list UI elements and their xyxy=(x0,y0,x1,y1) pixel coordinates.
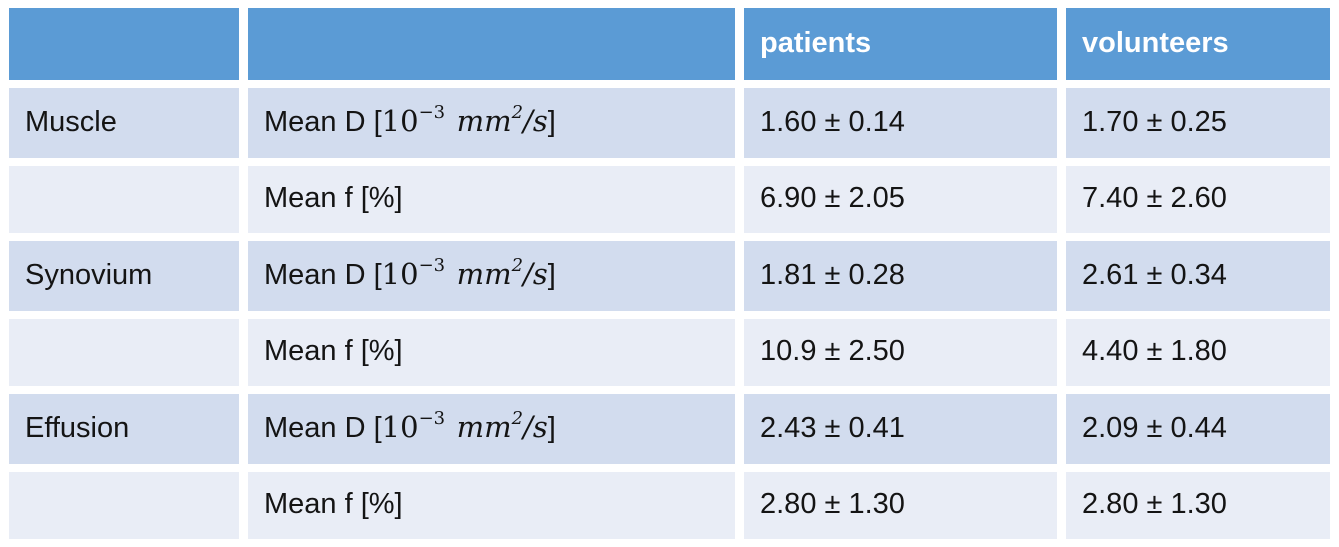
metric-prefix: Mean D [ xyxy=(264,412,382,445)
patients-value-cell: 2.80 ± 1.30 xyxy=(744,471,1057,539)
patients-value-cell: 10.9 ± 2.50 xyxy=(744,318,1057,386)
power-exponent: −3 xyxy=(418,407,446,429)
patients-value-cell: 1.81 ± 0.28 xyxy=(744,240,1057,311)
metric-label: Mean f [%] xyxy=(264,488,403,521)
table-row-effusion-f: Mean f [%] 2.80 ± 1.30 2.80 ± 1.30 xyxy=(9,471,1330,539)
table-row-muscle-d: Muscle Mean D [10−3 mm2/s] 1.60 ± 0.14 1.… xyxy=(9,88,1330,158)
patients-value-cell: 2.43 ± 0.41 xyxy=(744,393,1057,464)
tissue-cell xyxy=(9,165,239,233)
power-base: 10 xyxy=(381,410,419,445)
table-row-effusion-d: Effusion Mean D [10−3 mm2/s] 2.43 ± 0.41 … xyxy=(9,393,1330,464)
unit-base: mm xyxy=(456,257,512,292)
header-cell-volunteers: volunteers xyxy=(1066,8,1330,80)
power-base: 10 xyxy=(381,257,419,292)
metric-close-bracket: ] xyxy=(547,259,556,292)
patients-value-cell: 6.90 ± 2.05 xyxy=(744,165,1057,233)
metric-close-bracket: ] xyxy=(547,412,556,445)
header-row: patients volunteers xyxy=(9,8,1330,80)
header-cell-empty-tissue xyxy=(9,8,239,80)
tissue-cell: Effusion xyxy=(9,393,239,464)
unit-fraction: /s xyxy=(523,104,548,139)
header-cell-patients: patients xyxy=(744,8,1057,80)
patients-value-cell: 1.60 ± 0.14 xyxy=(744,88,1057,158)
unit-exponent: 2 xyxy=(511,254,524,276)
unit-base: mm xyxy=(456,410,512,445)
volunteers-value-cell: 4.40 ± 1.80 xyxy=(1066,318,1330,386)
metric-prefix: Mean D [ xyxy=(264,259,382,292)
metric-label: Mean f [%] xyxy=(264,335,403,368)
metric-cell: Mean D [10−3 mm2/s] xyxy=(248,393,735,464)
metric-close-bracket: ] xyxy=(547,106,556,139)
table-row-muscle-f: Mean f [%] 6.90 ± 2.05 7.40 ± 2.60 xyxy=(9,165,1330,233)
power-base: 10 xyxy=(381,104,419,139)
unit-exponent: 2 xyxy=(511,407,524,429)
metric-cell: Mean D [10−3 mm2/s] xyxy=(248,240,735,311)
volunteers-value-cell: 2.09 ± 0.44 xyxy=(1066,393,1330,464)
power-exponent: −3 xyxy=(418,101,446,123)
metric-cell: Mean f [%] xyxy=(248,471,735,539)
metric-math: 10−3 mm2/s xyxy=(381,101,548,139)
unit-fraction: /s xyxy=(523,257,548,292)
metric-cell: Mean D [10−3 mm2/s] xyxy=(248,88,735,158)
volunteers-value-cell: 2.80 ± 1.30 xyxy=(1066,471,1330,539)
table-row-synovium-f: Mean f [%] 10.9 ± 2.50 4.40 ± 1.80 xyxy=(9,318,1330,386)
tissue-cell xyxy=(9,318,239,386)
unit-fraction: /s xyxy=(523,410,548,445)
metric-cell: Mean f [%] xyxy=(248,318,735,386)
metric-math: 10−3 mm2/s xyxy=(381,407,548,445)
metric-label: Mean f [%] xyxy=(264,182,403,215)
power-exponent: −3 xyxy=(418,254,446,276)
metric-prefix: Mean D [ xyxy=(264,106,382,139)
volunteers-value-cell: 2.61 ± 0.34 xyxy=(1066,240,1330,311)
volunteers-value-cell: 7.40 ± 2.60 xyxy=(1066,165,1330,233)
tissue-cell: Muscle xyxy=(9,88,239,158)
tissue-cell xyxy=(9,471,239,539)
unit-exponent: 2 xyxy=(511,101,524,123)
metric-cell: Mean f [%] xyxy=(248,165,735,233)
volunteers-value-cell: 1.70 ± 0.25 xyxy=(1066,88,1330,158)
header-cell-empty-metric xyxy=(248,8,735,80)
metric-math: 10−3 mm2/s xyxy=(381,254,548,292)
unit-base: mm xyxy=(456,104,512,139)
tissue-cell: Synovium xyxy=(9,240,239,311)
table-row-synovium-d: Synovium Mean D [10−3 mm2/s] 1.81 ± 0.28 … xyxy=(9,240,1330,311)
